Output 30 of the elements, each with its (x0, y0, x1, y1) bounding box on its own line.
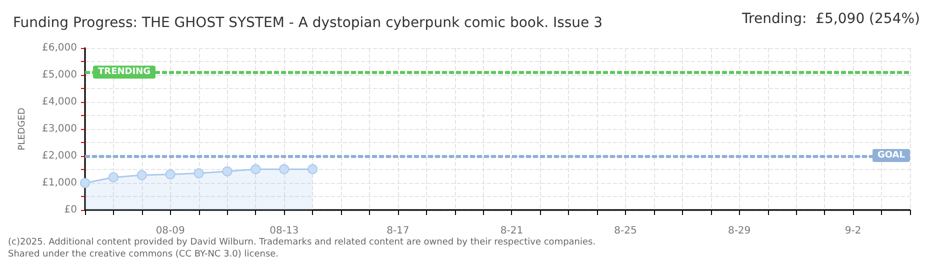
point (194, 168, 204, 178)
text: Shared under the creative commons (CC BY-NC 3.0) license. (8, 250, 279, 260)
point (108, 172, 118, 182)
point (279, 164, 290, 174)
x-tick-label: 08-09 (156, 226, 185, 236)
text: (c)2025. Additional content provided by David Wilburn. Trademarks and related content are owned by their respective companies. (8, 238, 596, 248)
x-tick-label: 08-13 (270, 226, 299, 236)
chart-title: Funding Progress: THE GHOST SYSTEM - A dystopian cyberpunk comic book. Issue 3 (13, 15, 603, 31)
point (165, 169, 176, 180)
y-tick-label: £4,000 (42, 96, 77, 108)
point (136, 170, 147, 180)
ref-line-label: TRENDING (98, 67, 150, 78)
x-tick-label: 8-21 (500, 226, 524, 236)
y-tick-label: £3,000 (42, 124, 77, 134)
ref-line-label: GOAL (878, 150, 906, 160)
point (250, 164, 261, 174)
x-tick-label: 8-25 (614, 226, 637, 236)
y-tick-label: £5,000 (42, 70, 77, 80)
x-tick-label: 8-17 (386, 226, 410, 236)
y-tick-label: £2,000 (42, 150, 77, 162)
point (308, 164, 318, 174)
point (80, 178, 90, 188)
x-tick-label: 9-2 (844, 226, 862, 236)
y-tick-label: £0 (64, 204, 77, 216)
y-tick-label: £6,000 (42, 42, 77, 54)
text: Trending: £5,090 (254%) (741, 11, 920, 27)
y-axis-title: PLEDGED (18, 108, 28, 150)
point (222, 166, 232, 176)
y-tick-label: £1,000 (42, 178, 77, 188)
x-tick-label: 8-29 (728, 226, 751, 236)
